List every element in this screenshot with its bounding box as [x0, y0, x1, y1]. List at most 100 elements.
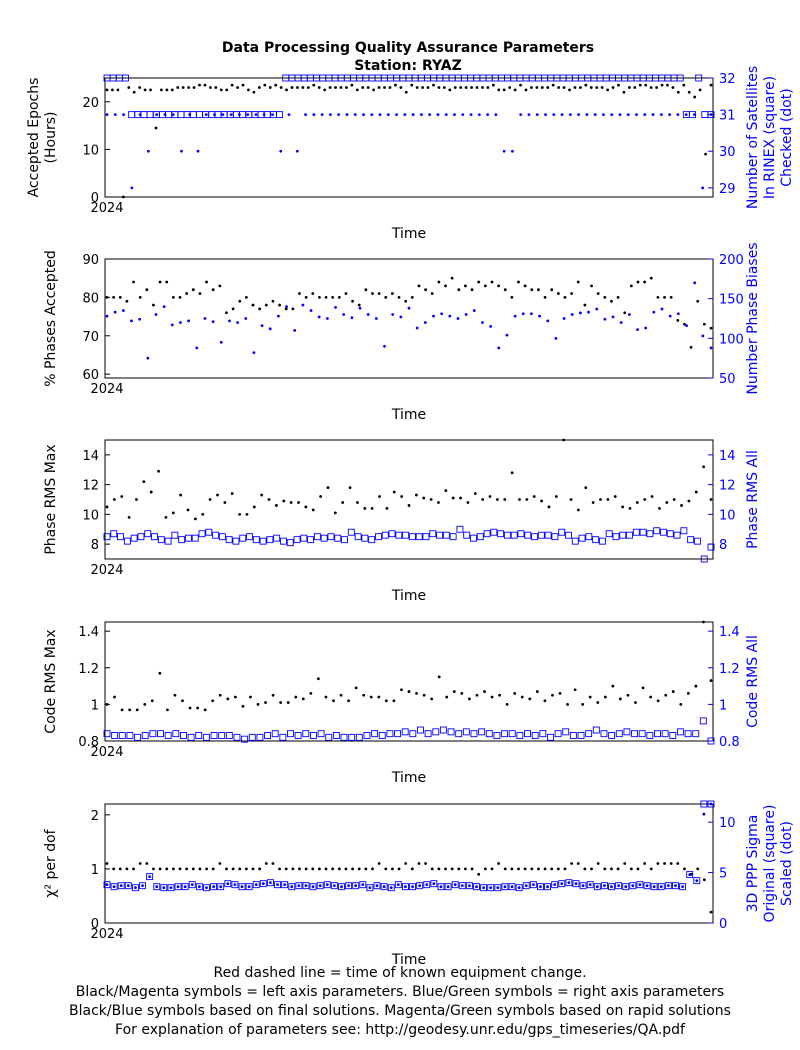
data-point-dot — [530, 288, 534, 292]
data-point-dot — [241, 83, 245, 87]
data-point-dot — [386, 113, 390, 117]
data-point-dot — [535, 113, 539, 117]
data-point-dot — [311, 292, 315, 295]
data-point-dot — [414, 493, 418, 497]
data-point-square — [323, 881, 331, 889]
data-point-square — [164, 732, 172, 739]
data-point-square — [281, 881, 289, 889]
data-point-dot — [213, 113, 216, 117]
data-point-square — [424, 730, 432, 738]
data-point-dot — [284, 307, 288, 311]
data-point-square — [487, 884, 495, 892]
data-point-dot — [384, 867, 388, 871]
data-point-square — [605, 530, 613, 538]
data-point-dot — [524, 88, 528, 92]
data-point-dot — [317, 677, 320, 681]
data-point-dot — [676, 319, 680, 322]
data-point-dot — [377, 862, 381, 865]
data-point-dot — [603, 695, 607, 699]
data-point-dot — [583, 303, 587, 307]
data-point-square — [394, 730, 401, 738]
data-point-square — [363, 732, 371, 739]
data-point-square — [638, 730, 646, 738]
data-point-dot — [596, 701, 600, 704]
data-point-dot — [676, 113, 680, 117]
data-point-dot — [245, 512, 249, 516]
data-point-dot — [510, 885, 514, 889]
data-point-dot — [694, 684, 698, 688]
data-point-square — [110, 883, 118, 891]
data-point-dot — [643, 498, 647, 501]
data-point-dot — [171, 867, 175, 871]
data-point-square — [456, 525, 464, 533]
data-point-dot — [155, 113, 159, 117]
data-point-dot — [143, 702, 147, 706]
data-point-square — [295, 882, 303, 890]
data-point-dot — [701, 186, 705, 190]
data-point-dot — [636, 280, 640, 284]
data-point-dot — [696, 299, 700, 303]
data-point-dot — [252, 351, 256, 355]
data-point-dot — [192, 86, 196, 89]
data-point-dot — [241, 704, 245, 708]
data-point-dot — [702, 878, 706, 882]
data-point-square — [141, 732, 149, 739]
data-point-dot — [164, 515, 168, 519]
data-point-square — [577, 732, 585, 739]
data-point-dot — [581, 884, 585, 888]
data-point-square — [463, 531, 471, 539]
data-point-dot — [552, 113, 556, 117]
data-point-dot — [610, 867, 613, 871]
data-point-dot — [494, 113, 498, 117]
data-point-dot — [702, 465, 706, 469]
data-point-dot — [636, 328, 639, 332]
data-point-dot — [459, 496, 462, 500]
data-point-dot — [709, 346, 713, 350]
data-point-dot — [138, 317, 142, 321]
data-point-dot — [238, 299, 242, 303]
data-point-dot — [297, 501, 300, 504]
data-point-square — [340, 733, 348, 741]
data-point-dot — [674, 884, 677, 888]
x-tick-label: 2024 — [90, 927, 123, 942]
data-point-dot — [444, 867, 447, 871]
data-point-dot — [424, 862, 427, 865]
data-point-square — [508, 883, 516, 891]
data-point-dot — [702, 812, 706, 816]
data-point-dot — [397, 867, 401, 871]
data-point-dot — [688, 873, 692, 876]
data-point-dot — [676, 862, 680, 865]
data-point-dot — [584, 486, 588, 489]
right-y-axis-label: Checked (dot) — [779, 88, 795, 186]
data-point-dot — [126, 884, 130, 888]
data-point-square — [218, 732, 226, 739]
left-y-tick-label: 10 — [82, 508, 99, 523]
data-point-dot — [456, 317, 460, 320]
data-point-dot — [258, 867, 262, 871]
data-point-square — [373, 882, 381, 890]
data-point-dot — [324, 295, 328, 299]
plot-frame — [104, 77, 714, 198]
data-point-dot — [481, 498, 485, 501]
data-point-dot — [368, 886, 372, 890]
data-point-dot — [596, 292, 600, 295]
data-point-dot — [562, 438, 566, 442]
data-point-square — [455, 730, 463, 738]
data-point-dot — [643, 280, 647, 284]
left-y-tick-label: 1.2 — [78, 662, 99, 677]
data-point-square — [451, 881, 459, 889]
data-point-dot — [203, 708, 207, 712]
left-series-1 — [105, 620, 713, 712]
data-point-dot — [143, 88, 147, 92]
data-point-dot — [236, 321, 239, 324]
data-point-dot — [618, 113, 622, 117]
data-point-dot — [532, 495, 536, 498]
data-point-dot — [539, 885, 542, 889]
data-point-dot — [684, 113, 688, 117]
data-point-dot — [225, 88, 229, 92]
data-point-dot — [540, 86, 544, 89]
data-point-dot — [279, 149, 283, 153]
data-point-dot — [311, 508, 315, 512]
right-y-tick-label: 10 — [719, 816, 736, 831]
data-point-dot — [511, 149, 514, 153]
